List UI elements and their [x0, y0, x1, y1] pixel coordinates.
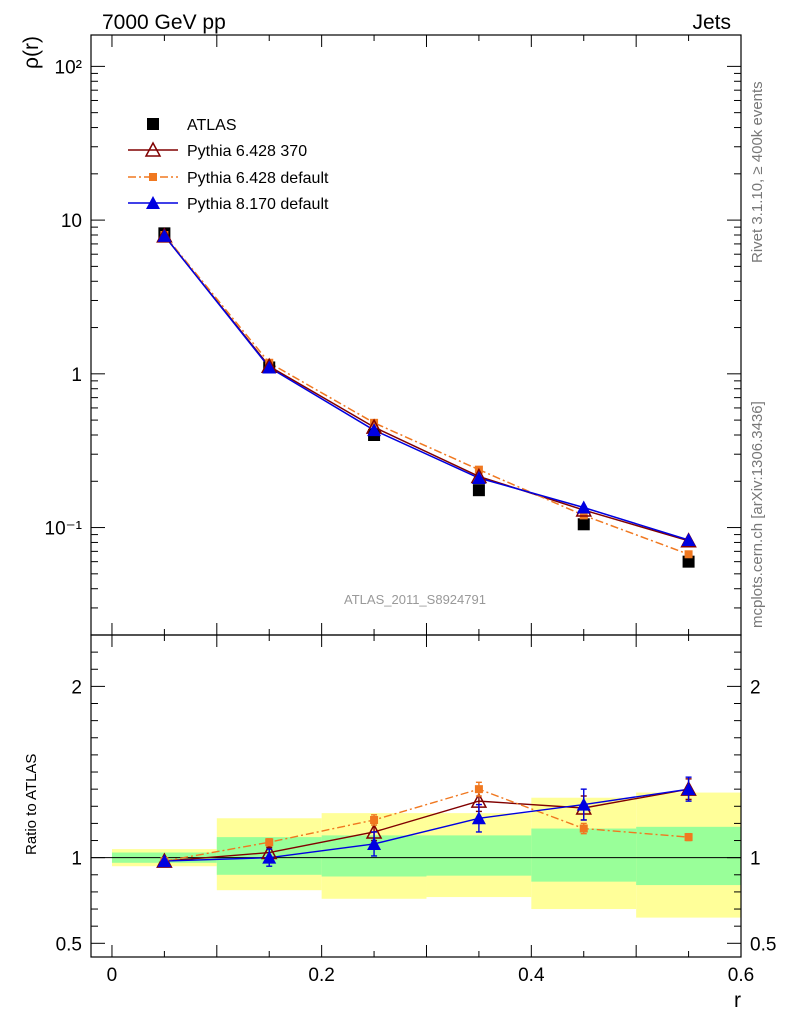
ratio-y-axis-label: Ratio to ATLAS — [23, 754, 40, 855]
series-3-point — [576, 500, 591, 514]
ratio-panel-series — [156, 776, 697, 868]
ratio-y-tick-label-right: 0.5 — [750, 934, 776, 955]
legend-marker-0 — [147, 118, 159, 130]
ratio-series-1-point — [370, 815, 379, 824]
series-2-point — [684, 550, 693, 559]
y-tick-label: 10 — [61, 211, 82, 232]
rivet-version-label: Rivet 3.1.10, ≥ 400k events — [749, 81, 766, 263]
y-tick-label: 1 — [71, 365, 82, 386]
y-tick-label: 10² — [55, 57, 82, 78]
ratio-line-0 — [164, 788, 689, 862]
ratio-series-1-point — [684, 833, 693, 842]
axis-labels: 10⁻¹ 1 10 10² 0.5 0.5 1 1 2 2 0 0.2 0.4 0.6 ρ(r) Ratio … — [20, 36, 776, 1012]
legend-label-2: Pythia 6.428 default — [187, 170, 329, 187]
series-3-point — [471, 471, 486, 485]
x-axis-label: r — [734, 989, 741, 1012]
ratio-y-tick-label-right: 2 — [750, 677, 761, 698]
series-0-point — [577, 518, 590, 531]
legend-marker-2 — [149, 173, 157, 181]
ratio-series-2-point — [262, 850, 277, 864]
ratio-series-2-point — [471, 811, 486, 825]
series-3-point — [262, 360, 277, 374]
x-tick-label: 0 — [107, 965, 118, 986]
series-0-point — [682, 555, 695, 568]
ratio-line-1 — [164, 788, 689, 862]
x-tick-label: 0.4 — [518, 965, 545, 986]
series-3-point — [367, 423, 382, 437]
analysis-watermark: ATLAS_2011_S8924791 — [344, 592, 486, 607]
ratio-series-2-point — [367, 836, 382, 850]
ratio-y-tick-label: 2 — [71, 677, 82, 698]
series-2-point — [370, 418, 379, 427]
header-right-label: Jets — [692, 11, 731, 34]
series-line-3 — [163, 235, 689, 541]
ratio-series-2-point — [576, 797, 591, 811]
ratio-series-1-point — [474, 785, 483, 794]
legend: ATLAS Pythia 6.428 370 Pythia 6.428 defaul… — [128, 117, 329, 213]
series-3-point — [157, 228, 172, 242]
band-inner-4 — [531, 828, 637, 882]
legend-label-3: Pythia 8.170 default — [187, 196, 329, 213]
ratio-panel-frame — [90, 634, 742, 958]
series-line-1 — [163, 235, 689, 542]
mcplots-reference-label: mcplots.cern.ch [arXiv:1306.3436] — [749, 401, 766, 628]
ratio-series-2-point — [681, 782, 696, 796]
ratio-y-tick-label-right: 1 — [750, 849, 761, 870]
legend-label-0: ATLAS — [187, 117, 237, 134]
axis-ticks — [91, 35, 742, 957]
ratio-series-1-point — [265, 838, 274, 847]
x-tick-label: 0.6 — [728, 965, 754, 986]
series-line-2 — [163, 234, 689, 555]
ratio-line-2 — [164, 788, 689, 862]
legend-marker-3 — [146, 196, 160, 209]
ratio-series-1-point — [579, 824, 588, 833]
ratio-y-tick-label: 0.5 — [56, 934, 82, 955]
plot-frames — [90, 34, 742, 958]
series-0-point — [472, 484, 485, 497]
x-tick-label: 0.2 — [308, 965, 334, 986]
legend-label-1: Pythia 6.428 370 — [187, 143, 307, 160]
band-inner-3 — [426, 835, 532, 876]
series-3-point — [681, 532, 696, 546]
ratio-series-2-point — [157, 854, 172, 868]
ratio-uncertainty-bands — [91, 792, 741, 918]
main-panel-series — [156, 227, 697, 568]
header-left-label: 7000 GeV pp — [102, 11, 226, 34]
y-axis-label: ρ(r) — [20, 36, 43, 69]
ratio-y-tick-label: 1 — [71, 849, 82, 870]
legend-marker-1 — [144, 141, 162, 157]
y-tick-label: 10⁻¹ — [45, 519, 83, 540]
